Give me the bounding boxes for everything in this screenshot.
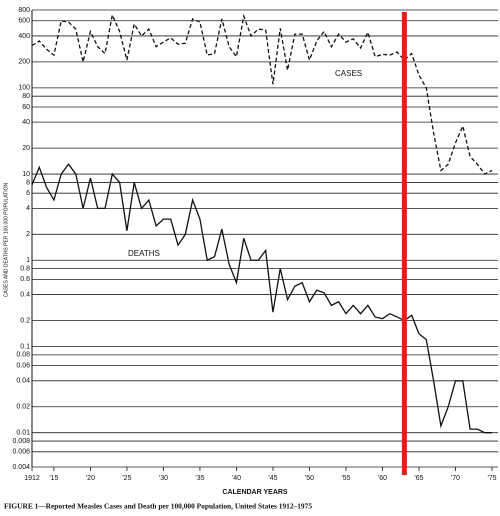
x-tick-label: '25: [122, 475, 131, 482]
y-tick-label: 10: [22, 171, 30, 178]
series-annotation: DEATHS: [128, 249, 160, 258]
y-tick-label: 4: [26, 205, 30, 212]
y-tick-label: 1: [26, 257, 30, 264]
y-tick-label: 80: [22, 93, 30, 100]
y-tick-label: 0.08: [16, 352, 30, 359]
series-line: [31, 163, 492, 434]
x-tick-label: '55: [341, 475, 350, 482]
y-tick-label: 0.02: [16, 404, 30, 411]
y-tick-label: 100: [18, 85, 30, 92]
series-annotation: CASES: [335, 69, 362, 78]
x-tick-label: '75: [487, 475, 496, 482]
x-tick-label: '40: [232, 475, 241, 482]
y-tick-label: 0.004: [12, 464, 30, 471]
y-tick-label: 0.8: [20, 265, 30, 272]
x-tick-label: 1912: [24, 475, 40, 482]
y-tick-label: 0.1: [20, 343, 30, 350]
y-tick-label: 40: [22, 119, 30, 126]
y-tick-label: 0.2: [20, 317, 30, 324]
x-tick-label: '65: [414, 475, 423, 482]
y-axis-label: CASES AND DEATHS PER 100,000 POPULATION: [3, 182, 9, 297]
x-tick-label: '70: [451, 475, 460, 482]
x-tick-label: '50: [305, 475, 314, 482]
x-tick-label: '15: [49, 475, 58, 482]
x-tick-label: '60: [378, 475, 387, 482]
chart-title: FIGURE 1—Reported Measles Cases and Deat…: [4, 502, 312, 511]
y-tick-label: 20: [22, 145, 30, 152]
x-axis-label: CALENDAR YEARS: [222, 489, 288, 496]
y-tick-label: 8: [26, 179, 30, 186]
x-tick-label: '20: [86, 475, 95, 482]
y-tick-label: 400: [18, 33, 30, 40]
y-tick-label: 0.6: [20, 276, 30, 283]
y-tick-label: 600: [18, 18, 30, 25]
x-tick-label: '45: [268, 475, 277, 482]
y-tick-label: 6: [26, 190, 30, 197]
x-tick-label: '30: [159, 475, 168, 482]
series-line: [31, 12, 493, 175]
x-tick-label: '35: [195, 475, 204, 482]
y-tick-label: 60: [22, 104, 30, 111]
y-tick-label: 0.4: [20, 291, 30, 298]
y-tick-label: 0.06: [16, 362, 30, 369]
y-tick-label: 2: [26, 231, 30, 238]
y-tick-label: 200: [18, 59, 30, 66]
y-tick-label: 0.006: [12, 449, 30, 456]
y-tick-label: 0.008: [12, 438, 30, 445]
y-tick-label: 0.04: [16, 378, 30, 385]
y-tick-label: 800: [18, 7, 30, 14]
y-tick-label: 0.01: [16, 430, 30, 437]
